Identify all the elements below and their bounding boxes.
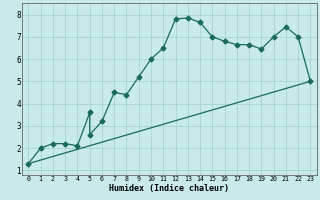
- X-axis label: Humidex (Indice chaleur): Humidex (Indice chaleur): [109, 184, 229, 193]
